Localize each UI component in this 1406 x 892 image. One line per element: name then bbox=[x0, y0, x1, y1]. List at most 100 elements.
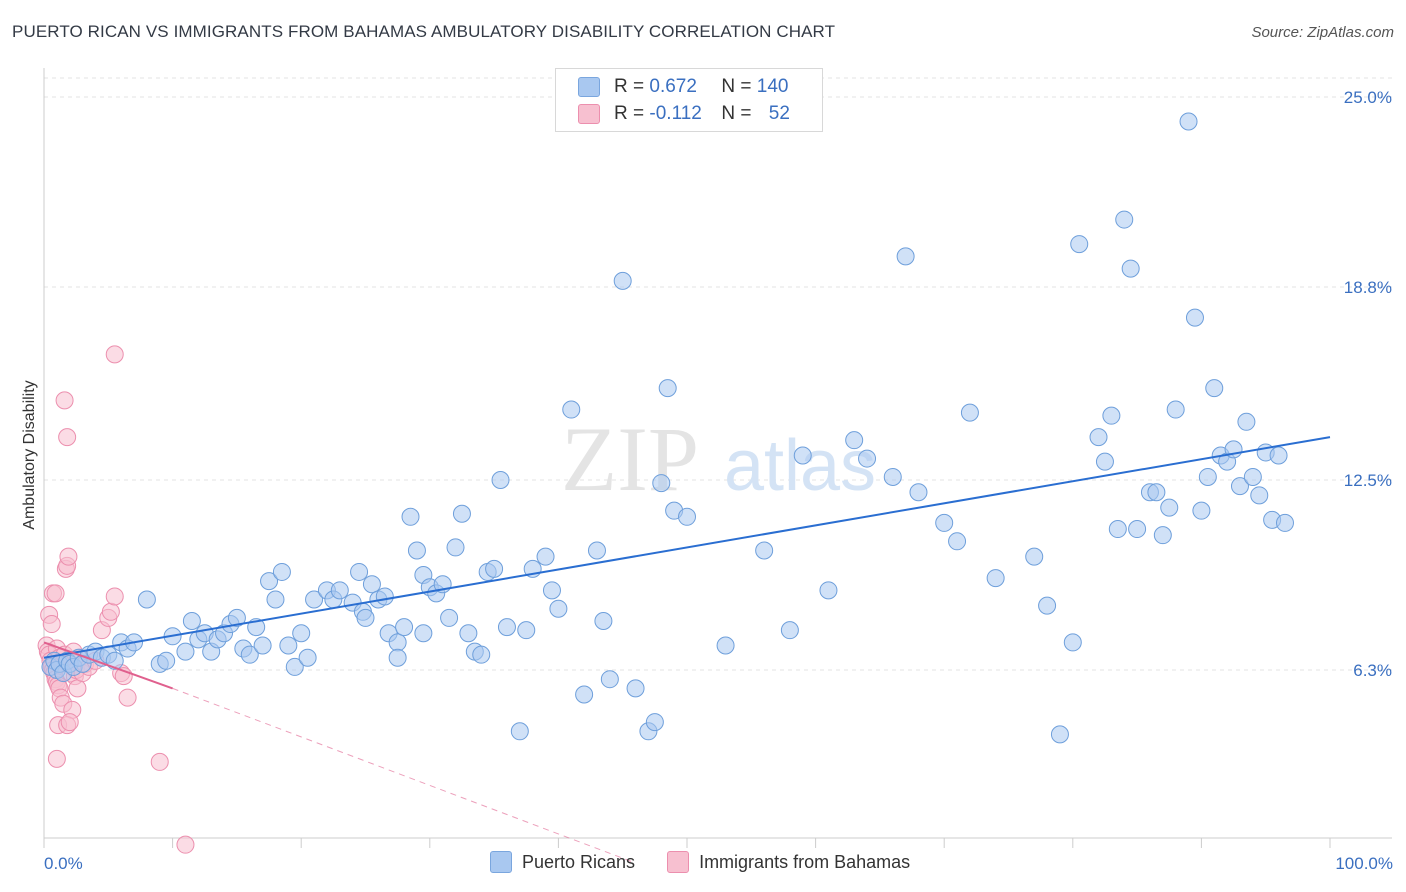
point-bahamas bbox=[59, 547, 78, 566]
point-puerto-rican bbox=[658, 379, 677, 398]
x-tick-label: 100.0% bbox=[1335, 854, 1393, 873]
point-bahamas bbox=[105, 345, 124, 364]
point-puerto-rican bbox=[1275, 513, 1294, 532]
y-tick-label: 6.3% bbox=[1353, 661, 1392, 680]
point-puerto-rican bbox=[266, 590, 285, 609]
point-puerto-rican bbox=[909, 483, 928, 502]
point-puerto-rican bbox=[407, 541, 426, 560]
legend-swatch-blue bbox=[490, 851, 512, 873]
point-bahamas bbox=[60, 713, 79, 732]
watermark-zip: ZIP bbox=[561, 408, 699, 510]
point-bahamas bbox=[47, 749, 66, 768]
point-puerto-rican bbox=[600, 670, 619, 689]
point-puerto-rican bbox=[1108, 520, 1127, 539]
point-puerto-rican bbox=[819, 581, 838, 600]
chart-title: PUERTO RICAN VS IMMIGRANTS FROM BAHAMAS … bbox=[12, 22, 836, 41]
point-puerto-rican bbox=[1070, 235, 1089, 254]
point-puerto-rican bbox=[1121, 259, 1140, 278]
point-bahamas bbox=[150, 752, 169, 771]
y-tick-label: 18.8% bbox=[1344, 278, 1392, 297]
point-puerto-rican bbox=[305, 590, 324, 609]
point-bahamas bbox=[42, 615, 61, 634]
point-puerto-rican bbox=[1095, 452, 1114, 471]
point-puerto-rican bbox=[1237, 412, 1256, 431]
point-puerto-rican bbox=[414, 624, 433, 643]
point-puerto-rican bbox=[1179, 112, 1198, 131]
point-puerto-rican bbox=[350, 562, 369, 581]
point-puerto-rican bbox=[401, 507, 420, 526]
point-puerto-rican bbox=[935, 513, 954, 532]
point-bahamas bbox=[176, 835, 195, 854]
point-puerto-rican bbox=[388, 633, 407, 652]
point-puerto-rican bbox=[137, 590, 156, 609]
point-puerto-rican bbox=[292, 624, 311, 643]
point-puerto-rican bbox=[446, 538, 465, 557]
point-puerto-rican bbox=[253, 636, 272, 655]
series-legend: Puerto Ricans Immigrants from Bahamas bbox=[490, 851, 942, 873]
point-puerto-rican bbox=[960, 403, 979, 422]
watermark: ZIP atlas bbox=[561, 408, 876, 510]
point-puerto-rican bbox=[1205, 379, 1224, 398]
point-puerto-rican bbox=[510, 722, 529, 741]
point-puerto-rican bbox=[755, 541, 774, 560]
point-puerto-rican bbox=[1050, 725, 1069, 744]
point-puerto-rican bbox=[1192, 501, 1211, 520]
point-puerto-rican bbox=[1063, 633, 1082, 652]
legend-item-bahamas[interactable]: Immigrants from Bahamas bbox=[667, 851, 910, 873]
point-puerto-rican bbox=[716, 636, 735, 655]
trend-line-bahamas-extension bbox=[172, 687, 636, 864]
legend-swatch-blue bbox=[578, 77, 600, 97]
point-puerto-rican bbox=[1147, 483, 1166, 502]
point-puerto-rican bbox=[1025, 547, 1044, 566]
legend-r-value: 0.672 bbox=[649, 76, 697, 97]
point-bahamas bbox=[105, 587, 124, 606]
legend-n-value: 140 bbox=[756, 76, 789, 97]
point-puerto-rican bbox=[1115, 210, 1134, 229]
point-puerto-rican bbox=[105, 651, 124, 670]
point-puerto-rican bbox=[1089, 428, 1108, 447]
legend-label: Puerto Ricans bbox=[522, 851, 636, 872]
point-puerto-rican bbox=[883, 467, 902, 486]
point-puerto-rican bbox=[517, 621, 536, 640]
point-puerto-rican bbox=[1128, 520, 1147, 539]
legend-row-puerto-rican: R = 0.672 N = 140 bbox=[578, 75, 788, 99]
point-puerto-rican bbox=[240, 645, 259, 664]
point-puerto-rican bbox=[497, 618, 516, 637]
point-puerto-rican bbox=[388, 648, 407, 667]
point-puerto-rican bbox=[652, 474, 671, 493]
point-puerto-rican bbox=[986, 569, 1005, 588]
point-puerto-rican bbox=[645, 713, 664, 732]
y-tick-label: 12.5% bbox=[1344, 471, 1392, 490]
point-puerto-rican bbox=[459, 624, 478, 643]
point-bahamas bbox=[68, 679, 87, 698]
x-tick-label: 0.0% bbox=[44, 854, 83, 873]
legend-r-label: R = bbox=[614, 103, 645, 124]
point-puerto-rican bbox=[587, 541, 606, 560]
legend-n-label: N = bbox=[721, 103, 752, 124]
trend-line-bahamas bbox=[43, 641, 173, 690]
source-label: Source: ZipAtlas.com bbox=[1251, 24, 1394, 41]
legend-swatch-pink bbox=[667, 851, 690, 873]
point-puerto-rican bbox=[549, 599, 568, 618]
point-bahamas bbox=[55, 391, 74, 410]
legend-n-label: N = bbox=[721, 76, 752, 97]
point-puerto-rican bbox=[298, 648, 317, 667]
point-puerto-rican bbox=[375, 587, 394, 606]
point-puerto-rican bbox=[626, 679, 645, 698]
point-puerto-rican bbox=[1198, 467, 1217, 486]
point-puerto-rican bbox=[491, 471, 510, 490]
y-tick-label: 25.0% bbox=[1344, 88, 1392, 107]
point-puerto-rican bbox=[440, 608, 459, 627]
point-puerto-rican bbox=[452, 504, 471, 523]
point-puerto-rican bbox=[260, 572, 279, 591]
grid-lines bbox=[44, 77, 1392, 671]
point-puerto-rican bbox=[362, 575, 381, 594]
point-puerto-rican bbox=[1160, 498, 1179, 517]
series-bahamas-points bbox=[37, 345, 195, 854]
point-puerto-rican bbox=[1102, 406, 1121, 425]
point-puerto-rican bbox=[613, 271, 632, 290]
point-puerto-rican bbox=[793, 446, 812, 465]
legend-item-puerto-ricans[interactable]: Puerto Ricans bbox=[490, 851, 635, 873]
point-bahamas bbox=[46, 584, 65, 603]
point-puerto-rican bbox=[1230, 477, 1249, 496]
